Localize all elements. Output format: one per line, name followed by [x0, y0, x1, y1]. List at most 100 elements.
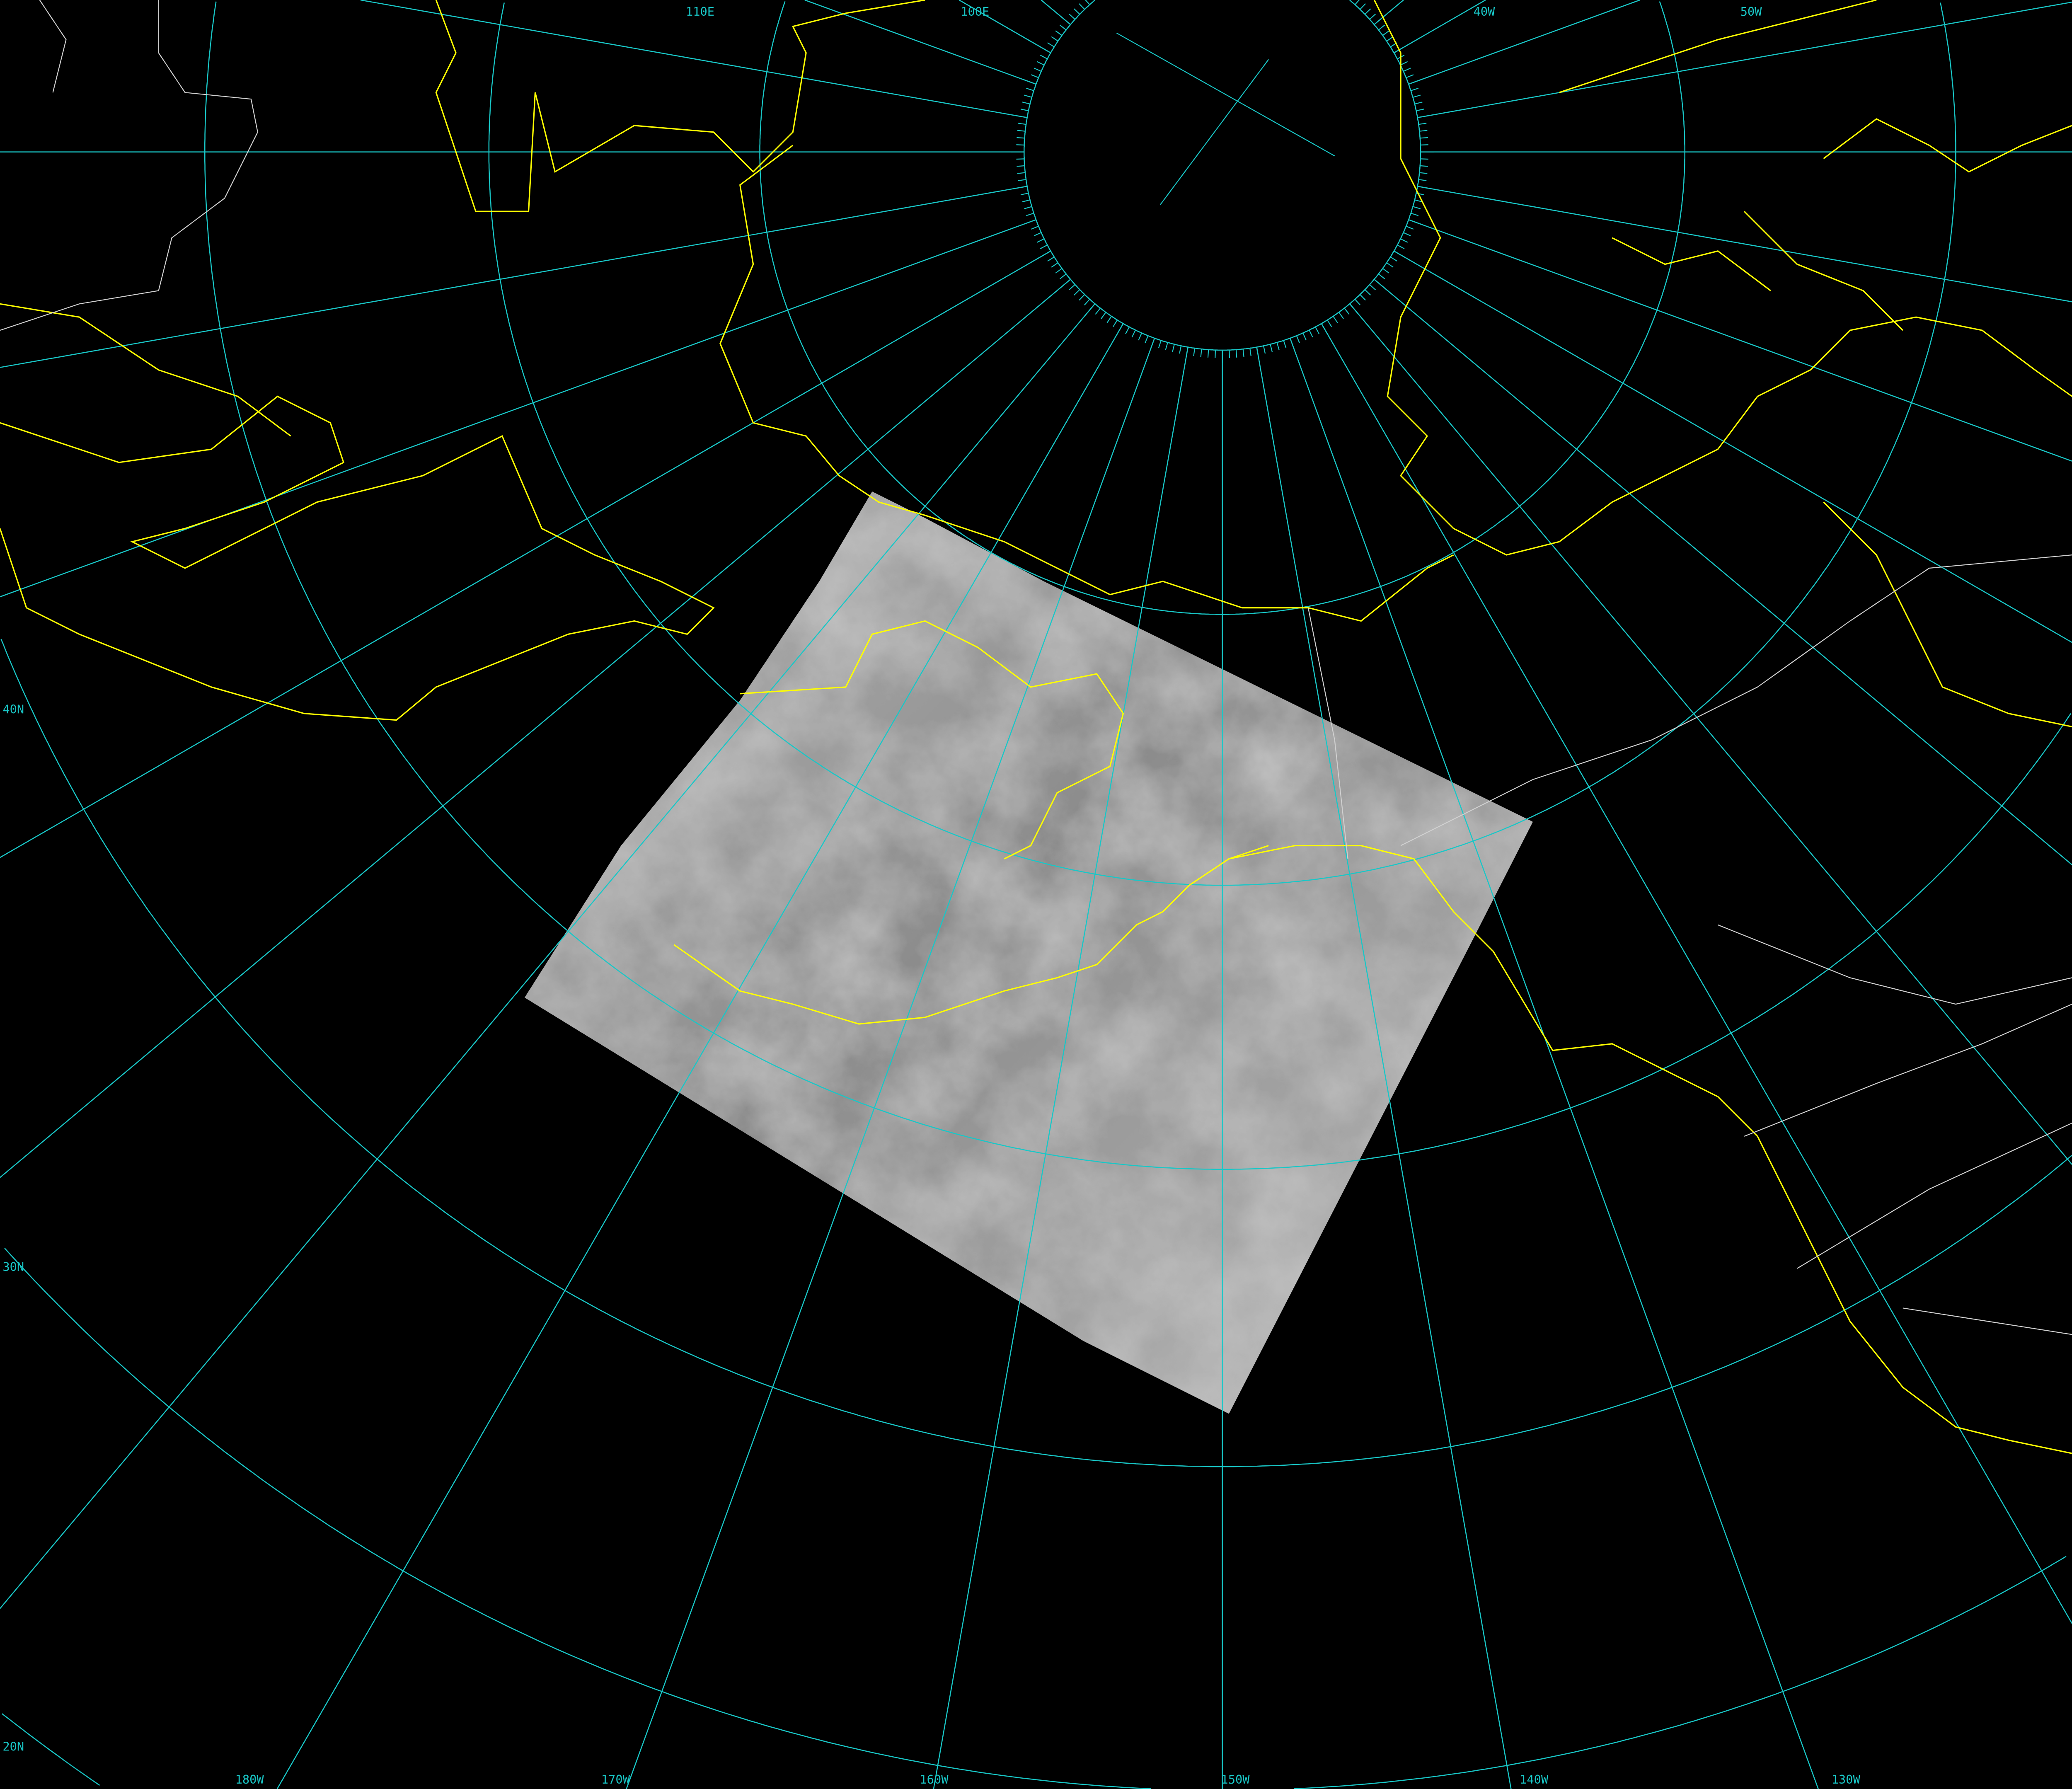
pole-tick [1125, 327, 1130, 334]
pole-tick [1059, 24, 1067, 31]
label-160w: 160W [920, 1772, 949, 1787]
pole-tick [1276, 342, 1280, 351]
border-mongolia [39, 0, 67, 93]
pole-tick [1414, 199, 1423, 203]
pole-tick [1349, 303, 1359, 315]
pole-tick [1055, 268, 1063, 274]
coastline-aleutians [673, 845, 1269, 1025]
coastline-alaska-north [925, 514, 1454, 622]
label-130w: 130W [1832, 1772, 1861, 1787]
pole-tick [1020, 109, 1029, 111]
pole-tick [1382, 30, 1389, 36]
pole-tick [1185, 347, 1188, 361]
border-russia-china [0, 0, 258, 331]
meridian-line [360, 0, 1027, 119]
pole-tick [1369, 14, 1376, 20]
pole-tick [1060, 279, 1071, 288]
pole-tick-ring [1011, 0, 1434, 363]
meridian-line [0, 250, 1051, 858]
pole-axis-line [1116, 32, 1335, 157]
pole-tick [1039, 250, 1051, 258]
label-140w: 140W [1520, 1772, 1549, 1787]
pole-tick [1229, 350, 1230, 358]
pole-tick [1406, 74, 1414, 78]
meridian-line [1394, 250, 2072, 643]
pole-tick [1086, 303, 1096, 315]
pole-tick [1023, 219, 1036, 225]
pole-tick [1327, 320, 1332, 327]
pole-tick [1417, 186, 1431, 189]
pole-tick [1249, 348, 1251, 356]
pole-tick [1283, 340, 1287, 349]
pole-tick [1419, 172, 1428, 174]
label-170w: 170W [601, 1772, 630, 1787]
pole-tick [1024, 206, 1032, 209]
pole-tick [1416, 109, 1424, 111]
pole-tick [1079, 294, 1085, 301]
pole-tick [1344, 307, 1350, 315]
label-20n: 20N [2, 1740, 24, 1754]
pole-tick [1018, 123, 1026, 125]
pole-tick [1106, 316, 1112, 323]
pole-tick [1150, 338, 1155, 351]
parallel-circle [1024, 0, 1421, 351]
parallel-circle [0, 639, 2072, 1467]
label-40w: 40W [1473, 5, 1495, 19]
pole-tick [1403, 232, 1411, 236]
pole-tick [1408, 219, 1421, 225]
pole-tick [1095, 307, 1101, 315]
border-us-states [1717, 924, 2072, 1335]
pole-tick [1051, 262, 1058, 268]
pole-tick [1020, 193, 1029, 196]
pole-tick [1026, 213, 1034, 216]
pole-tick [1200, 349, 1202, 357]
pole-tick [1364, 289, 1371, 295]
meridian-line [626, 338, 1155, 1789]
pole-tick [1022, 199, 1030, 203]
meridian-line [0, 186, 1027, 368]
pole-tick [1034, 232, 1042, 236]
coastlines [0, 0, 2072, 1454]
pole-tick [1074, 289, 1080, 295]
pole-tick [1024, 94, 1032, 98]
pole-tick [1039, 46, 1051, 53]
meridian-line [1290, 338, 1819, 1789]
pole-tick [1172, 344, 1175, 352]
coastline-siberia-north [435, 0, 925, 212]
pole-tick [1014, 114, 1027, 118]
pole-tick [1018, 179, 1026, 181]
meridian-line [1408, 0, 1640, 85]
pole-tick [1037, 61, 1045, 66]
meridian-line [1394, 0, 1486, 53]
pole-tick [1386, 36, 1394, 42]
pole-tick [1321, 323, 1329, 336]
meridian-line [0, 219, 1036, 598]
pole-tick [1055, 30, 1063, 36]
pole-tick [1302, 333, 1307, 341]
parallel-circle [204, 1, 2072, 1170]
border-canada-provinces [1400, 554, 2072, 846]
pole-tick [1059, 274, 1067, 279]
pole-tick [1014, 186, 1027, 189]
pole-tick [1017, 172, 1026, 174]
coastline-chukotka [719, 145, 925, 516]
pole-tick [1414, 102, 1423, 105]
pole-tick [1193, 348, 1196, 356]
pole-tick [1145, 335, 1149, 344]
meridian-line [1349, 303, 2072, 1165]
pole-axis-line [1159, 59, 1269, 205]
meridian-line [1408, 219, 2072, 462]
label-30n: 30N [2, 1260, 24, 1274]
pole-tick [1413, 94, 1421, 98]
pole-tick [1309, 330, 1313, 338]
pole-tick [1031, 74, 1039, 78]
pole-tick [1084, 299, 1090, 306]
pole-tick [1040, 55, 1048, 60]
pole-tick [1040, 245, 1048, 249]
meridian-line [1321, 323, 2072, 1624]
label-150w: 150W [1221, 1772, 1250, 1787]
pole-tick [1390, 257, 1398, 262]
pole-tick [1131, 330, 1136, 338]
